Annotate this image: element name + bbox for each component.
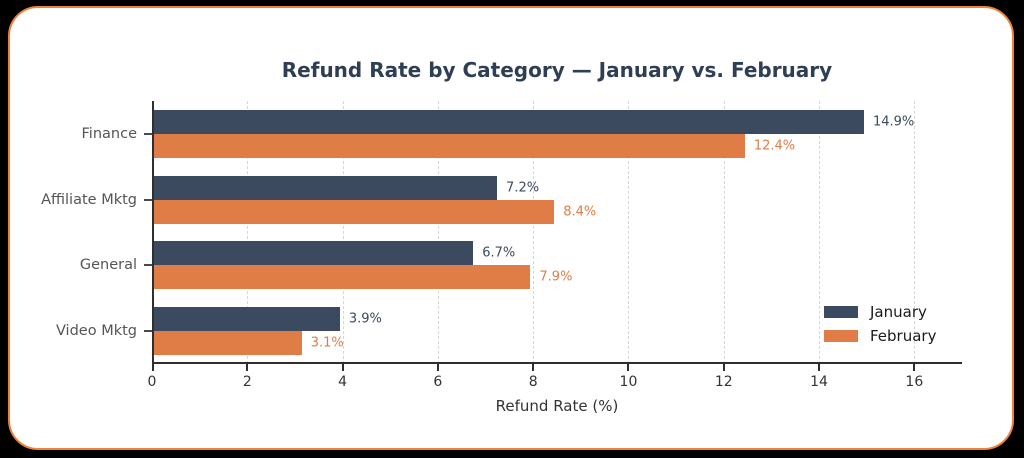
x-tick-label-10: 10 [619,374,638,390]
bar-february-1 [154,199,555,224]
gridline-x-2 [247,101,249,364]
category-label: Video Mktg [55,323,137,340]
bar-value-label: 14.9% [872,114,915,130]
category-label: General [79,257,137,274]
bar-value-label: 7.9% [539,269,573,285]
legend-swatch-january [824,306,858,318]
x-tick-6 [436,364,439,371]
x-tick-10 [627,364,630,371]
x-tick-label-2: 2 [242,374,252,390]
x-tick-label-6: 6 [433,374,443,390]
y-tick-3 [144,330,152,333]
bar-january-0 [154,109,864,134]
x-tick-label-12: 12 [714,374,733,390]
plot-area: Refund Rate (%) January February 14.9% 12.… [41,101,962,415]
bar-value-label: 12.4% [753,138,796,154]
y-tick-2 [144,264,152,267]
bar-february-2 [154,265,531,290]
bar-january-1 [154,175,498,200]
x-axis-label: Refund Rate (%) [495,397,619,415]
legend-item-january: January [824,303,936,321]
category-label: Affiliate Mktg [41,191,137,208]
y-tick-1 [144,198,152,201]
bar-value-label: 3.1% [310,335,344,351]
bar-february-3 [154,331,302,356]
bar-january-3 [154,307,340,332]
legend-label-february: February [870,327,937,345]
gridline-x-4 [342,101,344,364]
gridline-x-16 [914,101,916,364]
category-label: Finance [81,125,137,142]
legend-swatch-february [824,330,858,342]
x-tick-14 [818,364,821,371]
x-tick-12 [722,364,725,371]
bar-value-label: 7.2% [506,180,540,196]
legend-label-january: January [870,303,927,321]
gridline-x-10 [628,101,630,364]
bar-value-label: 8.4% [563,204,597,220]
x-axis-spine [152,362,962,364]
x-tick-label-4: 4 [338,374,348,390]
chart-card: Refund Rate by Category — January vs. Fe… [8,6,1014,450]
gridline-x-12 [723,101,725,364]
x-tick-4 [341,364,344,371]
bar-february-0 [154,133,745,158]
x-tick-label-14: 14 [810,374,828,390]
x-tick-2 [246,364,249,371]
gridline-x-6 [437,101,439,364]
x-tick-label-8: 8 [528,374,538,390]
bar-value-label: 3.9% [348,311,382,327]
legend-item-february: February [824,327,936,345]
gridline-x-14 [819,101,821,364]
chart-title: Refund Rate by Category — January vs. Fe… [281,58,833,82]
legend: January February [824,303,936,345]
bar-january-2 [154,241,474,266]
x-tick-8 [532,364,535,371]
gridline-x-8 [533,101,535,364]
y-tick-0 [144,132,152,135]
y-axis-spine [152,101,154,364]
bar-value-label: 6.7% [482,245,516,261]
x-tick-label-16: 16 [905,374,924,390]
x-tick-label-0: 0 [147,374,157,390]
x-tick-0 [152,364,154,371]
x-tick-16 [913,364,916,371]
